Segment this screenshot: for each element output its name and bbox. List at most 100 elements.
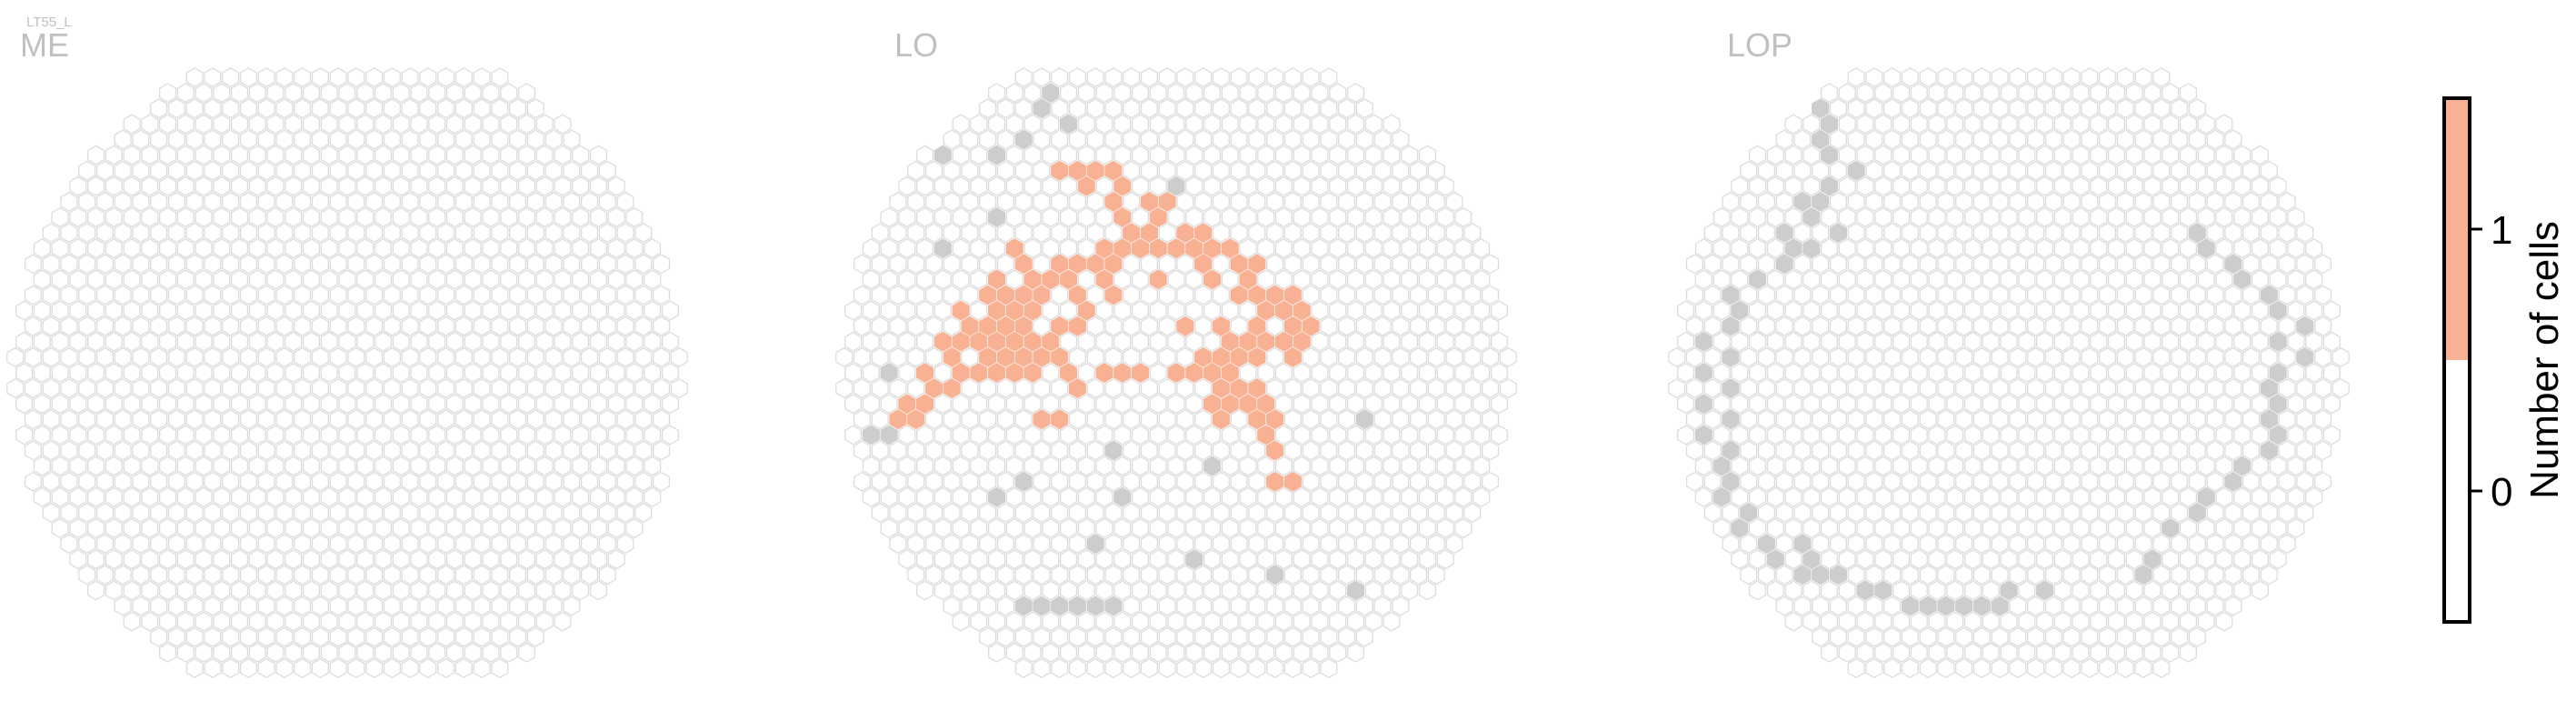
hex-cell-empty: [2000, 83, 2018, 104]
hex-cell-empty: [338, 238, 356, 259]
hex-cell-value-1: [1123, 223, 1141, 244]
hex-cell-empty: [51, 238, 69, 259]
hex-cell-empty: [347, 223, 365, 244]
hex-cell-empty: [159, 611, 177, 632]
hex-cell-empty: [437, 346, 455, 367]
hex-cell-empty: [1051, 67, 1069, 88]
hex-cell-empty: [248, 456, 266, 476]
hex-cell-empty: [2179, 549, 2197, 570]
hex-cell-empty: [1883, 285, 1902, 305]
hex-cell-empty: [437, 657, 455, 678]
hex-cell-empty: [1775, 565, 1793, 586]
hex-cell-value-1: [1293, 300, 1311, 321]
hex-cell-empty: [1784, 269, 1802, 290]
hex-cell-empty: [482, 145, 500, 165]
hex-cell-empty: [141, 517, 159, 539]
hex-cell-empty: [491, 378, 509, 399]
hex-cell-empty: [1821, 611, 1839, 632]
hex-cell-empty: [60, 502, 78, 523]
hex-cell-empty: [1113, 331, 1132, 352]
hex-cell-empty: [916, 486, 934, 507]
hex-cell-empty: [554, 331, 572, 352]
hex-cell-empty: [1865, 98, 1883, 119]
hex-cell-edge: [1812, 565, 1830, 586]
hex-cell-empty: [1454, 206, 1473, 228]
hex-cell-empty: [1329, 642, 1347, 663]
hex-cell-empty: [1176, 67, 1194, 88]
hex-cell-empty: [185, 129, 204, 150]
hex-cell-empty: [1982, 83, 2000, 104]
hex-cell-value-1: [1212, 409, 1230, 430]
hex-cell-empty: [2062, 191, 2081, 212]
hex-cell-empty: [2044, 191, 2062, 212]
hex-cell-empty: [1812, 285, 1830, 305]
hex-cell-empty: [1392, 254, 1410, 275]
hex-cell-empty: [437, 67, 455, 88]
hex-cell-empty: [230, 114, 249, 135]
hex-cell-empty: [535, 580, 554, 601]
hex-cell-empty: [159, 269, 177, 290]
hex-cell-empty: [1068, 67, 1086, 88]
hex-cell-empty: [114, 534, 132, 555]
hex-panel-lo: [835, 67, 1517, 678]
hex-cell-empty: [2081, 160, 2099, 181]
hex-cell-empty: [1005, 580, 1023, 601]
hex-cell-empty: [2251, 425, 2269, 446]
hex-cell-empty: [517, 300, 535, 321]
hex-cell-empty: [24, 285, 42, 305]
hex-cell-empty: [123, 549, 141, 570]
hex-cell-empty: [970, 145, 988, 165]
hex-cell-empty: [1042, 238, 1060, 259]
hex-cell-empty: [1685, 409, 1703, 430]
hex-cell-empty: [78, 502, 96, 523]
hex-cell-empty: [1919, 67, 1937, 88]
hex-cell-empty: [185, 378, 204, 399]
hex-cell-empty: [1248, 657, 1266, 678]
hex-cell-empty: [230, 425, 249, 446]
hex-cell-empty: [544, 191, 563, 212]
hex-cell-empty: [500, 145, 518, 165]
hex-cell-empty: [2081, 285, 2099, 305]
hex-cell-empty: [114, 596, 132, 616]
hex-cell-empty: [2035, 175, 2054, 196]
hex-cell-empty: [2143, 83, 2162, 104]
hex-cell-empty: [2107, 238, 2126, 259]
hex-cell-empty: [952, 486, 970, 507]
hex-cell-edge: [1722, 315, 1740, 336]
hex-cell-empty: [294, 346, 312, 367]
hex-cell-empty: [1445, 502, 1463, 523]
hex-cell-empty: [464, 611, 482, 632]
hex-cell-empty: [87, 175, 105, 196]
hex-cell-empty: [2206, 502, 2224, 523]
hex-cell-empty: [554, 145, 572, 165]
hex-cell-empty: [1373, 596, 1392, 616]
hex-cell-empty: [2260, 502, 2278, 523]
hex-cell-empty: [535, 175, 554, 196]
hex-cell-empty: [1194, 191, 1213, 212]
hex-cell-empty: [266, 83, 285, 104]
hex-cell-empty: [1928, 175, 1946, 196]
hex-cell-empty: [1248, 191, 1266, 212]
hex-cell-empty: [1221, 114, 1239, 135]
hex-cell-empty: [1482, 471, 1500, 492]
hex-cell-empty: [2062, 534, 2081, 555]
hex-cell-empty: [1937, 534, 1955, 555]
hex-cell-edge: [2296, 315, 2314, 336]
hex-cell-empty: [132, 285, 150, 305]
hex-cell-empty: [2116, 98, 2134, 119]
hex-cell-empty: [634, 471, 653, 492]
hex-cell-empty: [1123, 129, 1141, 150]
hex-cell-empty: [383, 129, 401, 150]
hex-cell-empty: [1042, 549, 1060, 570]
hex-cell-empty: [1059, 394, 1078, 415]
hex-cell-empty: [1373, 534, 1392, 555]
hex-cell-empty: [2215, 145, 2233, 165]
hex-cell-empty: [123, 580, 141, 601]
hex-cell-empty: [311, 596, 329, 616]
hex-cell-empty: [625, 331, 644, 352]
hex-cell-empty: [996, 160, 1014, 181]
hex-cell-empty: [105, 238, 123, 259]
hex-cell-value-1: [889, 409, 907, 430]
hex-cell-empty: [42, 378, 60, 399]
hex-cell-edge: [1955, 596, 1973, 616]
